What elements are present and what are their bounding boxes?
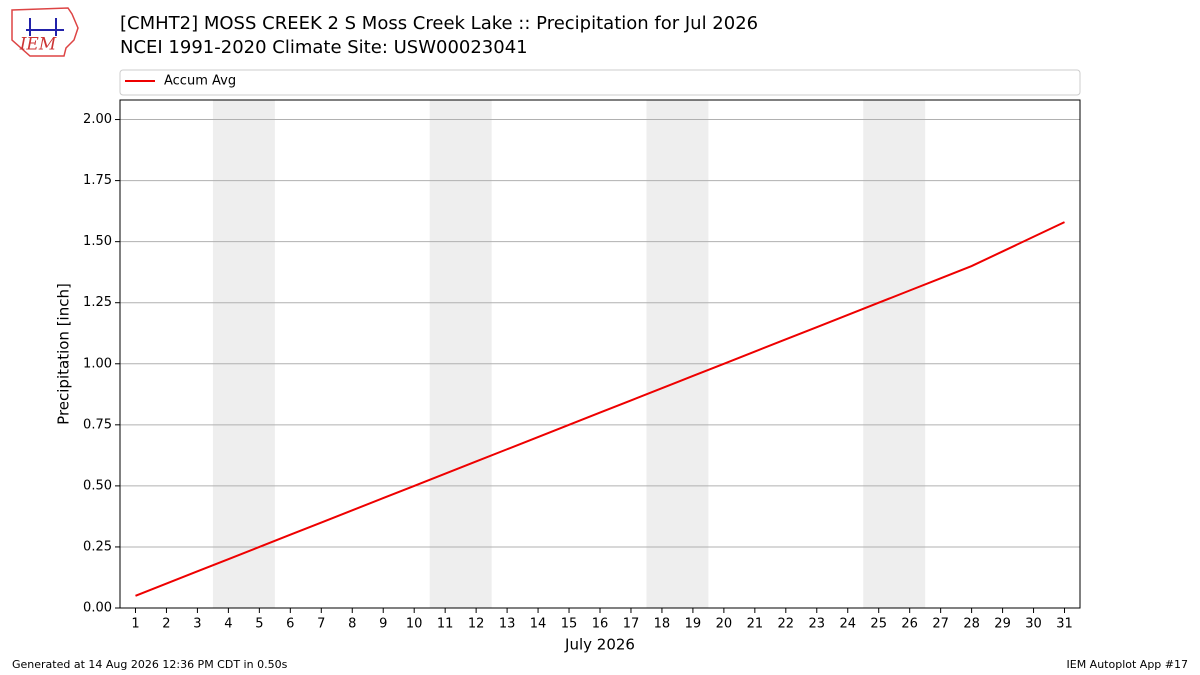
chart-subtitle: NCEI 1991-2020 Climate Site: USW00023041 [120, 37, 528, 58]
x-tick-label: 12 [468, 617, 485, 632]
x-tick-label: 3 [193, 617, 201, 632]
logo-text: IEM [19, 35, 57, 55]
y-tick-label: 2.00 [83, 112, 112, 127]
x-tick-label: 7 [317, 617, 325, 632]
x-tick-label: 31 [1056, 617, 1073, 632]
x-tick-label: 20 [716, 617, 733, 632]
chart-title: [CMHT2] MOSS CREEK 2 S Moss Creek Lake :… [120, 13, 758, 34]
weekend-shade [646, 100, 709, 608]
x-tick-label: 24 [839, 617, 856, 632]
logo: IEM [11, 7, 79, 57]
x-tick-label: 9 [379, 617, 387, 632]
y-tick-label: 1.75 [83, 173, 112, 188]
y-axis-label: Precipitation [inch] [55, 283, 73, 425]
x-tick-label: 27 [932, 617, 949, 632]
x-tick-label: 5 [255, 617, 263, 632]
y-tick-label: 0.50 [83, 478, 112, 493]
x-tick-label: 29 [994, 617, 1011, 632]
x-tick-label: 17 [623, 617, 640, 632]
x-tick-label: 14 [530, 617, 547, 632]
footer-right: IEM Autoplot App #17 [1067, 658, 1189, 671]
weekend-shade [863, 100, 926, 608]
x-tick-label: 18 [654, 617, 671, 632]
x-tick-label: 4 [224, 617, 232, 632]
y-tick-label: 1.00 [83, 356, 112, 371]
x-tick-label: 15 [561, 617, 578, 632]
x-tick-label: 1 [131, 617, 139, 632]
x-tick-label: 6 [286, 617, 294, 632]
x-tick-label: 23 [809, 617, 826, 632]
footer-left: Generated at 14 Aug 2026 12:36 PM CDT in… [12, 658, 288, 671]
x-tick-label: 26 [901, 617, 918, 632]
weekend-shade [212, 100, 275, 608]
x-tick-label: 25 [870, 617, 887, 632]
plot-frame [119, 99, 1081, 609]
legend-label: Accum Avg [164, 74, 236, 89]
x-tick-label: 11 [437, 617, 454, 632]
x-tick-label: 2 [162, 617, 170, 632]
x-tick-label: 19 [685, 617, 702, 632]
y-tick-label: 0.25 [83, 539, 112, 554]
x-tick-label: 10 [406, 617, 423, 632]
x-tick-label: 13 [499, 617, 516, 632]
x-tick-label: 16 [592, 617, 609, 632]
x-tick-label: 30 [1025, 617, 1042, 632]
x-tick-label: 8 [348, 617, 356, 632]
x-axis-label: July 2026 [564, 636, 635, 654]
y-tick-label: 0.75 [83, 417, 112, 432]
weekend-shade [429, 100, 492, 608]
x-tick-label: 22 [778, 617, 795, 632]
series-line [135, 221, 1065, 597]
x-tick-label: 21 [747, 617, 764, 632]
x-tick-label: 28 [963, 617, 980, 632]
y-tick-label: 0.00 [83, 601, 112, 616]
y-tick-label: 1.50 [83, 234, 112, 249]
y-tick-label: 1.25 [83, 295, 112, 310]
legend-box [119, 69, 1081, 96]
